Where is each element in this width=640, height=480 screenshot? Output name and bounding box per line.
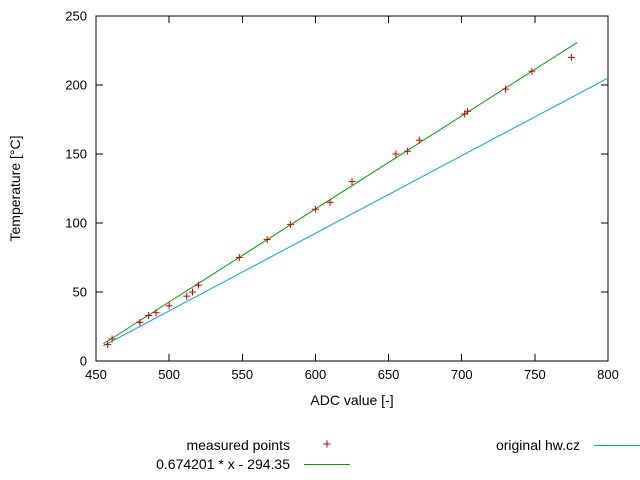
legend-item-measured-points: measured points + — [60, 436, 350, 454]
y-tick-label: 100 — [65, 216, 87, 231]
axis-ticks — [95, 15, 609, 362]
y-tick-label: 250 — [65, 9, 87, 24]
plus-marker-icon: + — [322, 436, 332, 453]
y-tick-label: 50 — [73, 285, 87, 300]
series-line — [103, 41, 578, 345]
x-tick-label: 500 — [158, 367, 180, 382]
legend-label-measured-points: measured points — [186, 437, 290, 453]
y-tick-label: 0 — [80, 354, 87, 369]
x-tick-label: 750 — [524, 367, 546, 382]
chart-canvas: 450 500 550 600 650 700 750 800 0 50 100 150 200 250 A… — [7, 9, 619, 409]
series-points — [104, 53, 575, 348]
x-tick-label: 650 — [378, 367, 400, 382]
legend-label-original-hwcz: original hw.cz — [495, 437, 580, 453]
x-tick-label: 600 — [305, 367, 327, 382]
line-sample-icon — [304, 463, 350, 465]
tick-labels: 450 500 550 600 650 700 750 800 0 50 100 150 200 250 — [65, 9, 619, 383]
legend-item-fit-equation: 0.674201 * x - 294.35 — [60, 455, 350, 473]
legend-label-fit-equation: 0.674201 * x - 294.35 — [156, 456, 290, 472]
plot-border — [95, 15, 609, 362]
legend-item-original-hwcz: original hw.cz — [400, 436, 640, 454]
y-tick-label: 200 — [65, 78, 87, 93]
x-tick-label: 700 — [451, 367, 473, 382]
y-axis-label: Temperature [°C] — [7, 136, 23, 242]
x-axis-label: ADC value [-] — [310, 392, 393, 408]
x-tick-label: 800 — [597, 367, 619, 382]
series-line — [103, 77, 609, 347]
x-tick-label: 450 — [85, 367, 107, 382]
y-tick-label: 150 — [65, 147, 87, 162]
x-tick-label: 550 — [231, 367, 253, 382]
line-sample-icon — [594, 444, 640, 446]
